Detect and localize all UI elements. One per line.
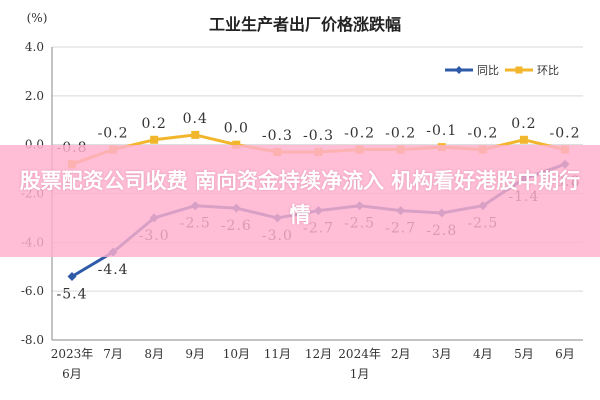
y-tick-label: 2.0 — [25, 89, 44, 103]
x-tick-label: 2023年 6月 — [51, 347, 94, 381]
data-label: 0.0 — [224, 121, 249, 137]
data-point — [67, 272, 77, 282]
x-tick-label: 6月 — [555, 347, 575, 361]
overlay-banner-text: 股票配资公司收费 南向资金持续净流入 机构看好港股中期行情 — [19, 169, 581, 227]
data-point — [150, 135, 159, 144]
data-label: -0.2 — [467, 126, 498, 142]
data-label: -5.4 — [57, 287, 88, 303]
y-axis-unit: (%) — [27, 11, 48, 25]
x-tick-label: 8月 — [144, 347, 164, 361]
legend-label: 同比 — [477, 64, 499, 77]
data-label: -0.2 — [98, 126, 129, 142]
x-tick-label: 5月 — [514, 347, 534, 361]
data-label: 0.4 — [183, 111, 208, 127]
y-tick-label: -8.0 — [21, 333, 44, 347]
x-tick-label: 12月 — [305, 347, 332, 361]
x-tick-label: 11月 — [264, 347, 291, 361]
data-label: -4.4 — [98, 262, 129, 278]
data-label: 0.2 — [142, 116, 167, 132]
y-tick-label: -6.0 — [21, 284, 44, 298]
chart-title: 工业生产者出厂价格涨跌幅 — [209, 15, 401, 34]
data-label: -0.3 — [303, 128, 334, 144]
x-tick-label: 2024年 1月 — [338, 347, 381, 381]
x-tick-label: 4月 — [473, 347, 493, 361]
x-tick-label: 3月 — [432, 347, 452, 361]
data-label: -0.2 — [385, 126, 416, 142]
data-point — [519, 135, 528, 144]
legend-marker — [515, 66, 523, 74]
data-label: -0.3 — [262, 128, 293, 144]
x-tick-label: 2月 — [391, 347, 411, 361]
data-label: 0.2 — [511, 116, 536, 132]
x-tick-label: 9月 — [185, 347, 205, 361]
legend: 同比 环比 — [445, 64, 559, 77]
data-point — [232, 140, 241, 149]
data-label: -0.1 — [426, 123, 457, 139]
x-tick-label: 10月 — [223, 347, 250, 361]
x-tick-label: 7月 — [103, 347, 123, 361]
data-label: -0.2 — [550, 126, 581, 142]
legend-label: 环比 — [537, 64, 559, 77]
data-point — [191, 130, 200, 139]
y-tick-label: 4.0 — [25, 40, 44, 54]
data-label: -0.2 — [344, 126, 375, 142]
overlay-banner — [0, 145, 600, 257]
legend-marker — [455, 66, 463, 74]
